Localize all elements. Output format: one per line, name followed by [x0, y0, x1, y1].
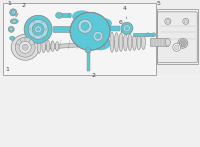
Text: 4: 4 [123, 6, 127, 19]
FancyBboxPatch shape [157, 12, 197, 63]
Ellipse shape [183, 18, 189, 24]
Ellipse shape [110, 32, 114, 52]
Ellipse shape [22, 44, 28, 50]
Ellipse shape [165, 18, 171, 24]
Ellipse shape [123, 34, 127, 51]
Ellipse shape [37, 39, 41, 53]
Ellipse shape [56, 12, 63, 18]
Ellipse shape [93, 31, 103, 41]
Ellipse shape [166, 20, 170, 23]
Ellipse shape [119, 33, 123, 51]
Bar [62, 13, 70, 17]
Ellipse shape [10, 19, 18, 24]
Text: 1: 1 [5, 67, 9, 72]
Ellipse shape [181, 41, 185, 45]
Ellipse shape [12, 12, 14, 13]
Ellipse shape [10, 28, 13, 31]
Text: 7: 7 [163, 26, 171, 41]
Ellipse shape [37, 28, 40, 31]
Ellipse shape [70, 12, 110, 50]
Ellipse shape [81, 22, 89, 30]
Ellipse shape [121, 22, 133, 34]
Bar [157, 9, 198, 64]
Ellipse shape [132, 34, 136, 50]
Ellipse shape [114, 33, 118, 52]
Text: 2: 2 [16, 3, 25, 17]
Ellipse shape [96, 34, 100, 39]
Ellipse shape [85, 48, 91, 53]
Ellipse shape [24, 15, 52, 43]
Ellipse shape [10, 9, 17, 16]
Ellipse shape [35, 26, 42, 33]
Bar [3, 3, 156, 75]
Ellipse shape [184, 20, 188, 23]
Ellipse shape [98, 18, 112, 28]
Ellipse shape [165, 38, 170, 46]
Ellipse shape [33, 21, 35, 23]
Ellipse shape [46, 28, 48, 30]
Ellipse shape [10, 36, 15, 40]
Text: 1: 1 [7, 1, 11, 6]
Bar [53, 26, 73, 32]
Polygon shape [45, 40, 115, 49]
Ellipse shape [33, 36, 35, 38]
Ellipse shape [28, 19, 48, 39]
Ellipse shape [69, 13, 72, 17]
Ellipse shape [19, 41, 31, 53]
Ellipse shape [15, 37, 35, 57]
Ellipse shape [152, 33, 156, 37]
Ellipse shape [72, 10, 92, 22]
Ellipse shape [41, 21, 43, 23]
Ellipse shape [12, 20, 16, 23]
Ellipse shape [11, 10, 15, 14]
Ellipse shape [55, 42, 59, 51]
Text: 2: 2 [88, 70, 95, 78]
Ellipse shape [41, 36, 43, 38]
Ellipse shape [128, 34, 132, 51]
Bar [150, 38, 168, 46]
Ellipse shape [146, 33, 150, 37]
Ellipse shape [11, 34, 39, 60]
Ellipse shape [78, 19, 92, 33]
Bar [87, 50, 90, 71]
Ellipse shape [179, 40, 186, 47]
Ellipse shape [29, 28, 31, 30]
Ellipse shape [51, 41, 54, 51]
Ellipse shape [89, 36, 111, 50]
Text: 6: 6 [119, 20, 123, 32]
Bar [133, 33, 153, 36]
Ellipse shape [178, 38, 188, 48]
Ellipse shape [141, 35, 145, 49]
Ellipse shape [173, 43, 181, 51]
Ellipse shape [46, 40, 50, 52]
Ellipse shape [42, 40, 45, 53]
Text: 3: 3 [141, 35, 145, 44]
Bar [110, 26, 120, 31]
Ellipse shape [32, 23, 44, 35]
Ellipse shape [125, 27, 129, 30]
Text: 5: 5 [157, 1, 161, 6]
Bar [0, 0, 200, 74]
Ellipse shape [175, 45, 179, 50]
Ellipse shape [123, 25, 130, 32]
Ellipse shape [8, 26, 14, 32]
Ellipse shape [137, 35, 141, 50]
